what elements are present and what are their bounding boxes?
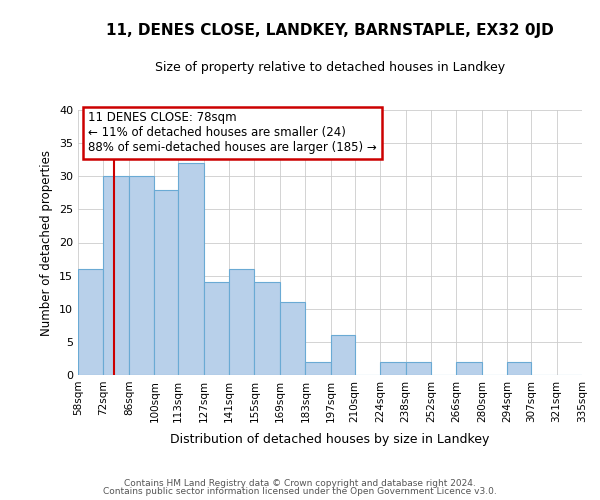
X-axis label: Distribution of detached houses by size in Landkey: Distribution of detached houses by size … <box>170 433 490 446</box>
Text: Contains public sector information licensed under the Open Government Licence v3: Contains public sector information licen… <box>103 487 497 496</box>
Bar <box>229 269 254 375</box>
Title: Size of property relative to detached houses in Landkey: Size of property relative to detached ho… <box>155 61 505 74</box>
Bar <box>457 362 482 375</box>
Bar <box>254 282 280 375</box>
Y-axis label: Number of detached properties: Number of detached properties <box>40 150 53 336</box>
Bar <box>129 176 154 375</box>
Bar <box>103 176 129 375</box>
Bar <box>305 362 331 375</box>
Bar <box>508 362 531 375</box>
Bar <box>78 269 103 375</box>
Bar <box>203 282 229 375</box>
Bar <box>406 362 431 375</box>
Bar <box>154 190 178 375</box>
Bar <box>178 163 203 375</box>
Bar <box>380 362 406 375</box>
Text: Contains HM Land Registry data © Crown copyright and database right 2024.: Contains HM Land Registry data © Crown c… <box>124 478 476 488</box>
Text: 11 DENES CLOSE: 78sqm
← 11% of detached houses are smaller (24)
88% of semi-deta: 11 DENES CLOSE: 78sqm ← 11% of detached … <box>88 112 377 154</box>
Bar <box>331 335 355 375</box>
Text: 11, DENES CLOSE, LANDKEY, BARNSTAPLE, EX32 0JD: 11, DENES CLOSE, LANDKEY, BARNSTAPLE, EX… <box>106 22 554 38</box>
Bar <box>280 302 305 375</box>
